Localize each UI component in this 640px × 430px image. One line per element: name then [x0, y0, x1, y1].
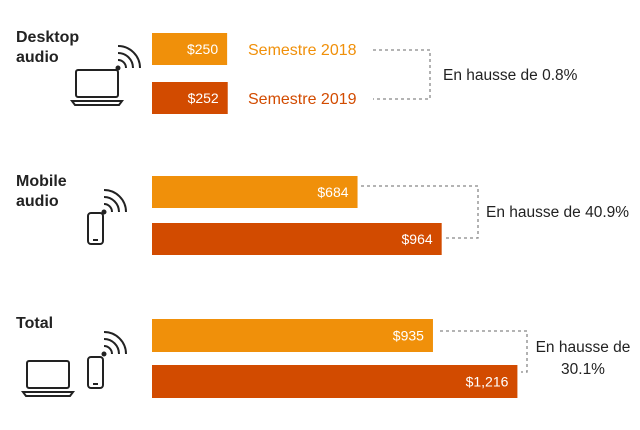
bar	[152, 365, 518, 398]
laptop-base	[70, 100, 124, 106]
category-label-line: audio	[16, 193, 59, 210]
laptop-icon	[21, 360, 75, 397]
laptop-base	[21, 391, 75, 397]
laptop-icon	[70, 69, 124, 106]
category-label: Total	[16, 315, 53, 332]
wifi-wave	[103, 189, 127, 213]
wifi-wave	[103, 338, 120, 355]
growth-annotation-line: En hausse de 0.8%	[443, 67, 578, 84]
wifi-wave	[103, 203, 113, 213]
category-label: Desktop audio	[16, 29, 79, 66]
category-label-line: audio	[16, 49, 59, 66]
value-label: $935	[393, 328, 424, 344]
legend-label: Semestre 2018	[248, 42, 357, 59]
value-label: $1,216	[466, 374, 509, 390]
bar	[152, 33, 228, 65]
growth-annotation-line: En hausse de 40.9%	[486, 204, 629, 221]
bar	[152, 223, 442, 255]
wifi-dot	[101, 209, 107, 215]
growth-annotation: En hausse de 0.8%	[443, 67, 578, 84]
wifi-icon	[115, 45, 141, 71]
value-label: $252	[188, 90, 219, 106]
value-label: $964	[402, 231, 433, 247]
wifi-wave	[103, 331, 127, 355]
laptop-screen	[26, 360, 70, 389]
value-label: $684	[317, 184, 348, 200]
wifi-wave	[117, 59, 127, 69]
bracket	[440, 330, 528, 373]
wifi-wave	[117, 52, 134, 69]
wifi-icon	[101, 189, 127, 215]
wifi-dot	[101, 351, 107, 357]
category-label-line: Desktop	[16, 29, 79, 46]
bracket	[373, 49, 431, 100]
wifi-dot	[115, 65, 121, 71]
value-label: $250	[187, 41, 218, 57]
wifi-icon	[101, 331, 127, 357]
growth-annotation-line: En hausse de	[536, 339, 631, 356]
phone-body	[87, 212, 104, 245]
bar	[152, 319, 433, 352]
legend-label: Semestre 2019	[248, 91, 357, 108]
bar	[152, 82, 228, 114]
wifi-wave	[103, 196, 120, 213]
bar	[152, 176, 358, 208]
wifi-wave	[117, 45, 141, 69]
growth-annotation: En hausse de 30.1%	[536, 339, 631, 378]
category-label-line: Mobile	[16, 173, 67, 190]
phone-body	[87, 356, 104, 389]
growth-annotation: En hausse de 40.9%	[486, 204, 629, 221]
phone-icon	[87, 356, 104, 389]
category-label-line: Total	[16, 315, 53, 332]
wifi-wave	[103, 345, 113, 355]
laptop-screen	[75, 69, 119, 98]
category-label: Mobile audio	[16, 173, 67, 210]
phone-icon	[87, 212, 104, 245]
growth-annotation-line: 30.1%	[561, 361, 605, 378]
